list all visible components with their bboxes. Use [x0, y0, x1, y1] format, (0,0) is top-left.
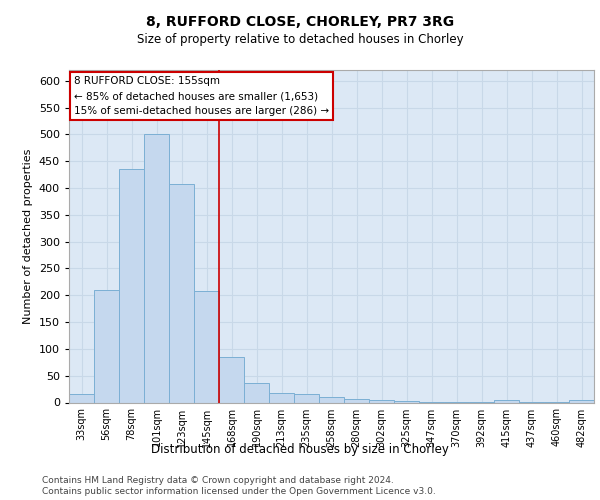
Text: 8 RUFFORD CLOSE: 155sqm
← 85% of detached houses are smaller (1,653)
15% of semi: 8 RUFFORD CLOSE: 155sqm ← 85% of detache…	[74, 76, 329, 116]
Bar	[94, 290, 119, 403]
Bar	[569, 400, 594, 402]
Bar	[394, 401, 419, 402]
Text: Size of property relative to detached houses in Chorley: Size of property relative to detached ho…	[137, 32, 463, 46]
Y-axis label: Number of detached properties: Number of detached properties	[23, 148, 33, 324]
Bar	[369, 400, 394, 402]
Bar	[119, 169, 144, 402]
Bar	[494, 400, 519, 402]
Bar	[244, 382, 269, 402]
Bar	[194, 292, 219, 403]
Text: Contains HM Land Registry data © Crown copyright and database right 2024.: Contains HM Land Registry data © Crown c…	[42, 476, 394, 485]
Text: 8, RUFFORD CLOSE, CHORLEY, PR7 3RG: 8, RUFFORD CLOSE, CHORLEY, PR7 3RG	[146, 15, 454, 29]
Bar	[294, 394, 319, 402]
Text: Contains public sector information licensed under the Open Government Licence v3: Contains public sector information licen…	[42, 488, 436, 496]
Bar	[69, 394, 94, 402]
Bar	[169, 184, 194, 402]
Bar	[319, 396, 344, 402]
Bar	[344, 400, 369, 402]
Bar	[144, 134, 169, 402]
Bar	[219, 357, 244, 403]
Text: Distribution of detached houses by size in Chorley: Distribution of detached houses by size …	[151, 442, 449, 456]
Bar	[269, 394, 294, 402]
